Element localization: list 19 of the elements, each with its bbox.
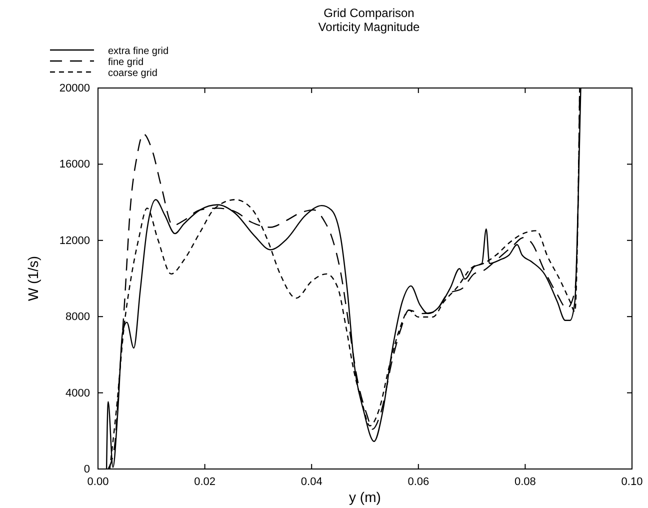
x-tick-label: 0.04 (300, 476, 322, 488)
y-tick-label: 8000 (66, 311, 90, 324)
chart-title: Grid Comparison (324, 6, 414, 20)
y-tick-label: 0 (84, 464, 90, 476)
legend-label: coarse grid (108, 68, 158, 79)
x-axis-title: y (m) (349, 489, 381, 505)
x-tick-label: 0.00 (87, 476, 109, 488)
x-tick-label: 0.06 (408, 476, 430, 488)
y-tick-label: 20000 (59, 82, 90, 95)
x-tick-label: 0.08 (514, 476, 536, 488)
y-tick-label: 16000 (59, 158, 90, 171)
y-axis-title: W (1/s) (25, 256, 41, 302)
y-tick-label: 12000 (59, 234, 90, 247)
x-tick-label: 0.10 (621, 476, 643, 488)
x-tick-label: 0.02 (194, 476, 216, 488)
y-tick-label: 4000 (66, 387, 90, 400)
legend-label: extra fine grid (108, 46, 169, 57)
legend-label: fine grid (108, 57, 144, 68)
chart-subtitle: Vorticity Magnitude (318, 20, 420, 34)
